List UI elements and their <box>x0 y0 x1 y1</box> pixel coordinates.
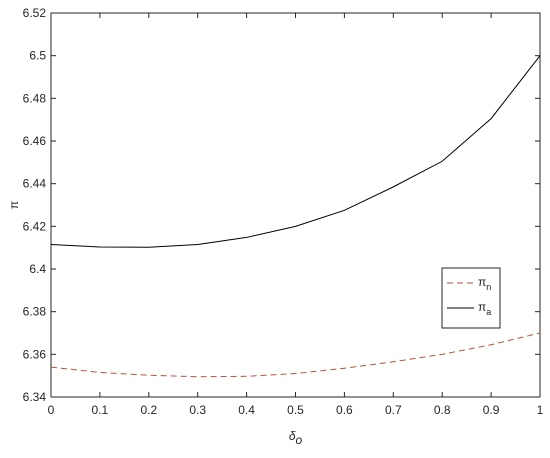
y-tick-label: 6.36 <box>23 347 47 361</box>
y-tick-label: 6.4 <box>29 262 46 276</box>
line <box>50 332 541 378</box>
x-tick-label: 1 <box>537 403 544 417</box>
y-tick-label: 6.34 <box>23 390 47 404</box>
x-tick-label: 0.7 <box>385 403 402 417</box>
x-tick-label: 0.2 <box>140 403 157 417</box>
y-tick-label: 6.44 <box>23 177 47 191</box>
y-tick-label: 6.42 <box>23 219 47 233</box>
y-tick-label: 6.38 <box>23 305 47 319</box>
y-axis-label: π <box>7 201 21 209</box>
x-tick-label: 0.8 <box>434 403 451 417</box>
y-tick-label: 6.46 <box>23 134 47 148</box>
x-axis-label: δo <box>289 429 303 447</box>
y-tick-label: 6.52 <box>23 6 47 20</box>
x-tick-label: 0 <box>48 403 55 417</box>
y-tick-label: 6.5 <box>29 49 46 63</box>
x-tick-label: 0.5 <box>287 403 304 417</box>
x-tick-label: 0.4 <box>238 403 255 417</box>
plot-frame <box>50 12 541 398</box>
x-tick-label: 0.9 <box>483 403 500 417</box>
legend-box <box>441 267 501 329</box>
line <box>50 55 541 248</box>
y-tick-label: 6.48 <box>23 91 47 105</box>
x-tick-label: 0.3 <box>189 403 206 417</box>
x-tick-label: 0.1 <box>92 403 109 417</box>
x-tick-label: 0.6 <box>336 403 353 417</box>
